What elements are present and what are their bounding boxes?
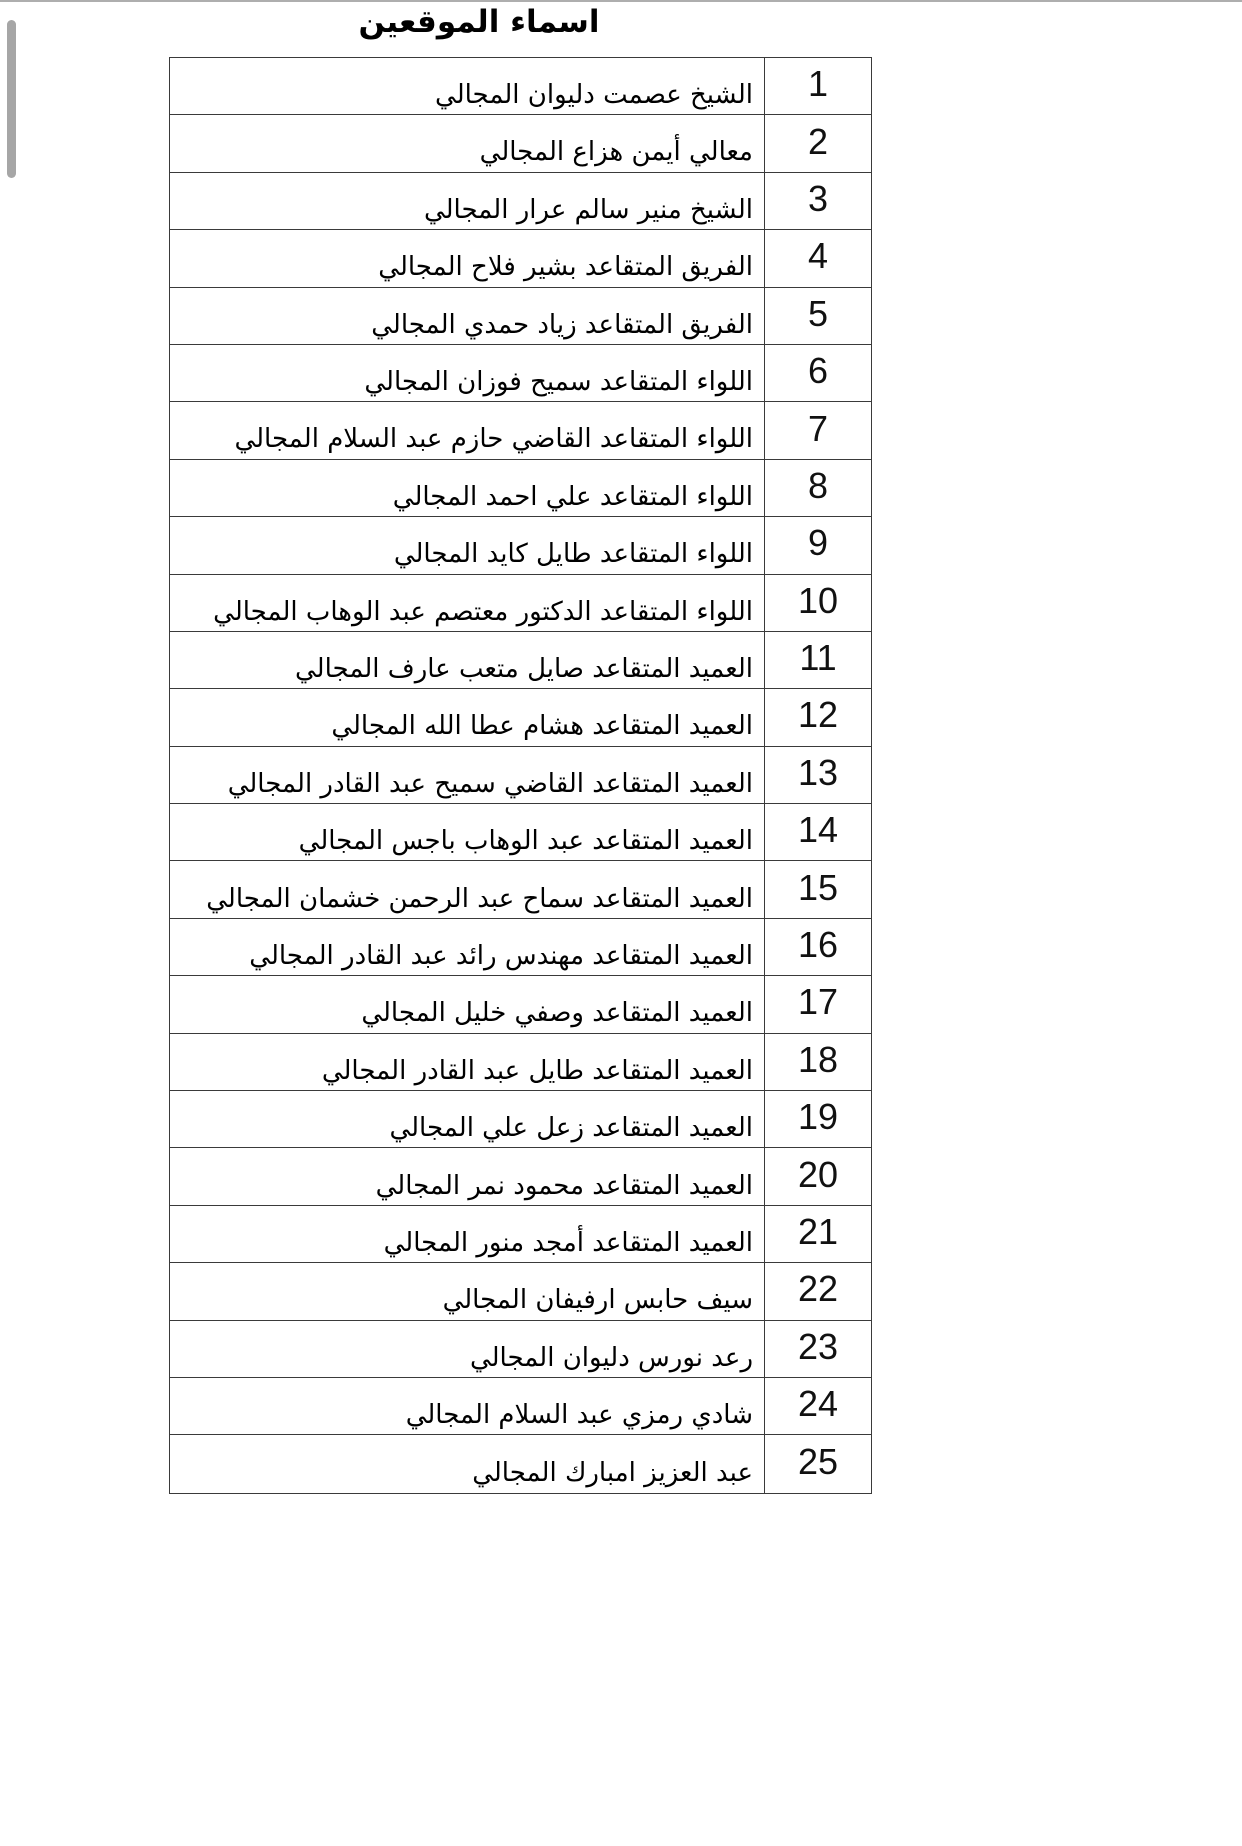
- table-row: معالي أيمن هزاع المجالي 2: [170, 115, 871, 173]
- signatory-name: العميد المتقاعد زعل علي المجالي: [389, 1113, 753, 1144]
- signatory-name: اللواء المتقاعد القاضي حازم عبد السلام ا…: [234, 424, 753, 455]
- table-row: اللواء المتقاعد الدكتور معتصم عبد الوهاب…: [170, 574, 871, 632]
- table-row: العميد المتقاعد القاضي سميح عبد القادر ا…: [170, 746, 871, 805]
- row-number: 24: [764, 1377, 871, 1435]
- table-row: شادي رمزي عبد السلام المجالي 24: [170, 1377, 871, 1436]
- table-row: الفريق المتقاعد زياد حمدي المجالي 5: [170, 287, 871, 345]
- row-number: 25: [764, 1435, 871, 1493]
- row-number: 8: [764, 459, 871, 517]
- table-row: العميد المتقاعد هشام عطا الله المجالي 12: [170, 689, 871, 747]
- row-number: 18: [764, 1033, 871, 1091]
- signatory-name: رعد نورس دليوان المجالي: [469, 1342, 753, 1373]
- row-number: 9: [764, 517, 871, 574]
- table-row: العميد المتقاعد صايل متعب عارف المجالي 11: [170, 631, 871, 690]
- table-row: سيف حابس ارفيفان المجالي 22: [170, 1263, 871, 1321]
- signatory-name: معالي أيمن هزاع المجالي: [479, 137, 753, 168]
- signatory-name: عبد العزيز امبارك المجالي: [472, 1458, 753, 1489]
- signatory-name: اللواء المتقاعد الدكتور معتصم عبد الوهاب…: [213, 596, 753, 627]
- row-number: 1: [764, 58, 871, 115]
- signatory-name: سيف حابس ارفيفان المجالي: [442, 1285, 753, 1316]
- table-row: العميد المتقاعد زعل علي المجالي 19: [170, 1091, 871, 1149]
- signatory-name: العميد المتقاعد عبد الوهاب باجس المجالي: [298, 826, 753, 857]
- signatory-name: الفريق المتقاعد زياد حمدي المجالي: [371, 309, 753, 340]
- row-number: 6: [764, 344, 871, 402]
- table-row: اللواء المتقاعد طايل كايد المجالي 9: [170, 517, 871, 575]
- row-number: 11: [764, 631, 871, 689]
- signatory-name: العميد المتقاعد القاضي سميح عبد القادر ا…: [227, 768, 753, 799]
- table-row: العميد المتقاعد سماح عبد الرحمن خشمان ال…: [170, 861, 871, 919]
- signatory-name: الفريق المتقاعد بشير فلاح المجالي: [378, 252, 753, 283]
- signatory-name: العميد المتقاعد سماح عبد الرحمن خشمان ال…: [206, 883, 753, 914]
- row-number: 22: [764, 1263, 871, 1320]
- table-row: العميد المتقاعد مهندس رائد عبد القادر ال…: [170, 918, 871, 977]
- signatory-name: العميد المتقاعد هشام عطا الله المجالي: [331, 711, 753, 742]
- table-row: اللواء المتقاعد القاضي حازم عبد السلام ا…: [170, 402, 871, 460]
- signatory-name: العميد المتقاعد محمود نمر المجالي: [375, 1170, 753, 1201]
- table-row: عبد العزيز امبارك المجالي 25: [170, 1435, 871, 1493]
- row-number: 21: [764, 1205, 871, 1263]
- table-row: العميد المتقاعد أمجد منور المجالي 21: [170, 1205, 871, 1264]
- table-row: اللواء المتقاعد علي احمد المجالي 8: [170, 459, 871, 518]
- row-number: 16: [764, 918, 871, 976]
- row-number: 2: [764, 115, 871, 172]
- signatory-name: اللواء المتقاعد سميح فوزان المجالي: [364, 367, 753, 398]
- row-number: 12: [764, 689, 871, 746]
- signatory-name: العميد المتقاعد أمجد منور المجالي: [383, 1227, 753, 1258]
- table-row: العميد المتقاعد محمود نمر المجالي 20: [170, 1148, 871, 1206]
- table-row: العميد المتقاعد طايل عبد القادر المجالي 1…: [170, 1033, 871, 1092]
- row-number: 3: [764, 172, 871, 230]
- table-row: الشيخ منير سالم عرار المجالي 3: [170, 172, 871, 231]
- table-row: العميد المتقاعد وصفي خليل المجالي 17: [170, 976, 871, 1034]
- row-number: 17: [764, 976, 871, 1033]
- vertical-scrollbar-thumb[interactable]: [7, 20, 16, 178]
- signatory-name: اللواء المتقاعد علي احمد المجالي: [392, 481, 753, 512]
- row-number: 19: [764, 1091, 871, 1148]
- row-number: 10: [764, 574, 871, 631]
- page-title: اسماء الموقعين: [358, 4, 600, 40]
- signatory-name: العميد المتقاعد طايل عبد القادر المجالي: [321, 1055, 753, 1086]
- row-number: 4: [764, 230, 871, 287]
- signatory-name: الشيخ عصمت دليوان المجالي: [435, 80, 753, 111]
- page-top-divider: [0, 0, 1242, 2]
- table-row: الشيخ عصمت دليوان المجالي 1: [170, 58, 871, 116]
- signatory-name: اللواء المتقاعد طايل كايد المجالي: [393, 539, 753, 570]
- row-number: 15: [764, 861, 871, 918]
- row-number: 23: [764, 1320, 871, 1377]
- row-number: 7: [764, 402, 871, 459]
- signatory-name: شادي رمزي عبد السلام المجالي: [405, 1400, 753, 1431]
- table-row: العميد المتقاعد عبد الوهاب باجس المجالي 1…: [170, 804, 871, 862]
- table-row: اللواء المتقاعد سميح فوزان المجالي 6: [170, 344, 871, 403]
- row-number: 5: [764, 287, 871, 344]
- signatory-name: العميد المتقاعد وصفي خليل المجالي: [361, 998, 753, 1029]
- table-row: رعد نورس دليوان المجالي 23: [170, 1320, 871, 1378]
- signatory-name: الشيخ منير سالم عرار المجالي: [423, 194, 753, 225]
- row-number: 14: [764, 804, 871, 861]
- table-row: الفريق المتقاعد بشير فلاح المجالي 4: [170, 230, 871, 288]
- signatories-table: الشيخ عصمت دليوان المجالي 1 معالي أيمن هزا…: [169, 57, 872, 1494]
- row-number: 13: [764, 746, 871, 804]
- signatory-name: العميد المتقاعد مهندس رائد عبد القادر ال…: [249, 940, 753, 971]
- signatory-name: العميد المتقاعد صايل متعب عارف المجالي: [295, 654, 753, 684]
- row-number: 20: [764, 1148, 871, 1205]
